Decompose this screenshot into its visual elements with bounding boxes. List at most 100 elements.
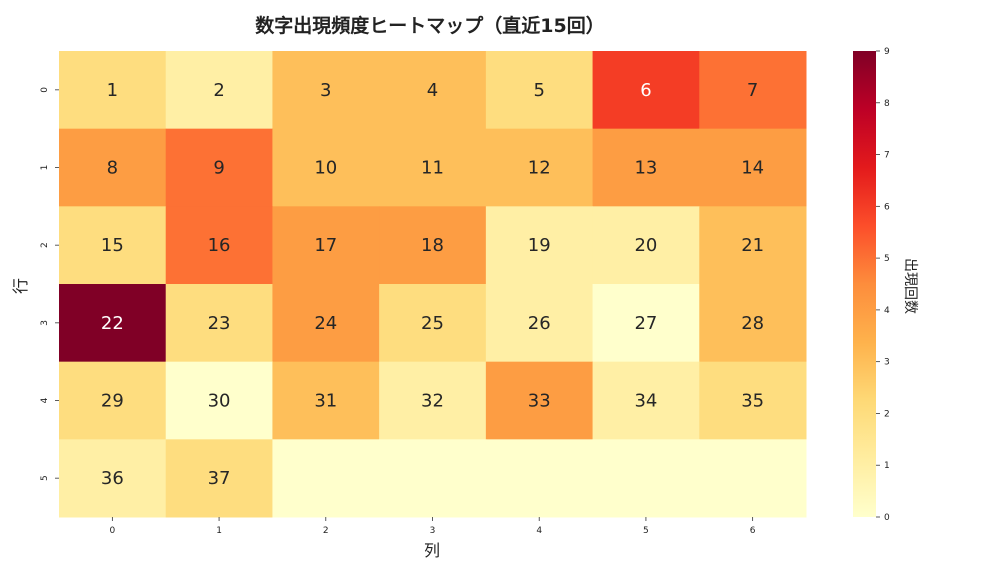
x-tick-label: 1 (216, 526, 222, 536)
heatmap-cell (59, 51, 167, 130)
heatmap-cell (485, 439, 594, 518)
heatmap-cell (379, 128, 487, 207)
y-tick-label: 5 (40, 475, 50, 481)
x-tick-label: 4 (536, 526, 542, 536)
colorbar-tick-label: 0 (884, 513, 890, 523)
cell-label: 26 (528, 313, 551, 334)
cell-label: 13 (634, 158, 657, 179)
heatmap-cell (165, 284, 273, 363)
y-tick-label: 0 (40, 87, 50, 93)
cell-label: 35 (741, 391, 764, 412)
colorbar-tick-label: 3 (884, 358, 890, 368)
cell-label: 37 (208, 468, 231, 489)
cell-label: 1 (107, 80, 118, 101)
heatmap-cell (165, 206, 273, 285)
cell-label: 4 (427, 80, 438, 101)
cell-label: 16 (208, 235, 231, 256)
heatmap-cell (272, 51, 380, 130)
heatmap-cell (699, 284, 807, 363)
heatmap-cell (485, 361, 594, 440)
heatmap-cell (485, 51, 594, 130)
cell-label: 32 (421, 391, 444, 412)
cell-label: 36 (101, 468, 124, 489)
heatmap-cell (699, 206, 807, 285)
heatmap-cell (592, 284, 700, 363)
cell-label: 23 (208, 313, 231, 334)
cell-label: 25 (421, 313, 444, 334)
colorbar-tick-label: 1 (884, 461, 890, 471)
cell-label: 7 (747, 80, 758, 101)
x-tick-label: 0 (109, 526, 115, 536)
cell-label: 5 (533, 80, 544, 101)
heatmap-cell (165, 51, 273, 130)
cell-label: 3 (320, 80, 331, 101)
cell-label: 21 (741, 235, 764, 256)
cell-label: 15 (101, 235, 124, 256)
heatmap-cell (699, 128, 807, 207)
heatmap-cell (59, 206, 167, 285)
heatmap-cell (379, 284, 487, 363)
cell-label: 9 (213, 158, 224, 179)
heatmap-cell (59, 128, 167, 207)
heatmap-cell (592, 51, 700, 130)
y-tick-label: 4 (40, 397, 50, 403)
cell-label: 17 (314, 235, 337, 256)
cell-label: 29 (101, 391, 124, 412)
heatmap-cell (59, 284, 167, 363)
heatmap-cell (699, 361, 807, 440)
cell-label: 19 (528, 235, 551, 256)
heatmap-cell (272, 439, 380, 518)
colorbar-tick-label: 2 (884, 409, 890, 419)
x-tick-label: 2 (323, 526, 329, 536)
heatmap-cell (165, 361, 273, 440)
y-tick-label: 3 (40, 320, 50, 326)
colorbar-tick-label: 7 (884, 151, 890, 161)
cell-label: 34 (634, 391, 657, 412)
heatmap-cell (379, 51, 487, 130)
colorbar-tick-label: 8 (884, 99, 890, 109)
x-tick-label: 6 (750, 526, 756, 536)
heatmap-cell (592, 361, 700, 440)
heatmap-cell (485, 128, 594, 207)
heatmap-cell (592, 128, 700, 207)
heatmap-cell (272, 284, 380, 363)
heatmap-cell (485, 206, 594, 285)
x-tick-label: 3 (430, 526, 436, 536)
cell-label: 31 (314, 391, 337, 412)
heatmap-cell (59, 439, 167, 518)
cell-label: 20 (634, 235, 657, 256)
heatmap-cell (165, 439, 273, 518)
cell-label: 8 (107, 158, 118, 179)
colorbar-tick-label: 6 (884, 202, 890, 212)
heatmap-cell (165, 128, 273, 207)
cell-label: 30 (208, 391, 231, 412)
heatmap-cell (379, 361, 487, 440)
cell-label: 12 (528, 158, 551, 179)
cell-label: 18 (421, 235, 444, 256)
colorbar (853, 51, 876, 517)
cell-label: 14 (741, 158, 764, 179)
cell-label: 10 (314, 158, 337, 179)
heatmap-cell (272, 206, 380, 285)
cell-label: 11 (421, 158, 444, 179)
x-axis-label: 列 (424, 541, 440, 560)
heatmap-cell (59, 361, 167, 440)
y-tick-label: 2 (40, 242, 50, 248)
cell-label: 2 (213, 80, 224, 101)
heatmap-cell (485, 284, 594, 363)
cell-label: 28 (741, 313, 764, 334)
colorbar-ticks: 0 1 2 3 4 5 6 7 8 9 (876, 47, 890, 523)
cell-label: 33 (528, 391, 551, 412)
colorbar-label: 出現回数 (902, 258, 918, 314)
cell-label: 27 (634, 313, 657, 334)
x-axis: 0 1 2 3 4 5 6 (109, 517, 756, 536)
y-tick-label: 1 (40, 165, 50, 171)
heatmap-cell (379, 439, 487, 518)
heatmap-cell (379, 206, 487, 285)
cell-label: 6 (640, 80, 651, 101)
y-axis: 0 1 2 3 4 5 (40, 87, 59, 481)
heatmap-cell (699, 51, 807, 130)
heatmap-cell (699, 439, 807, 518)
